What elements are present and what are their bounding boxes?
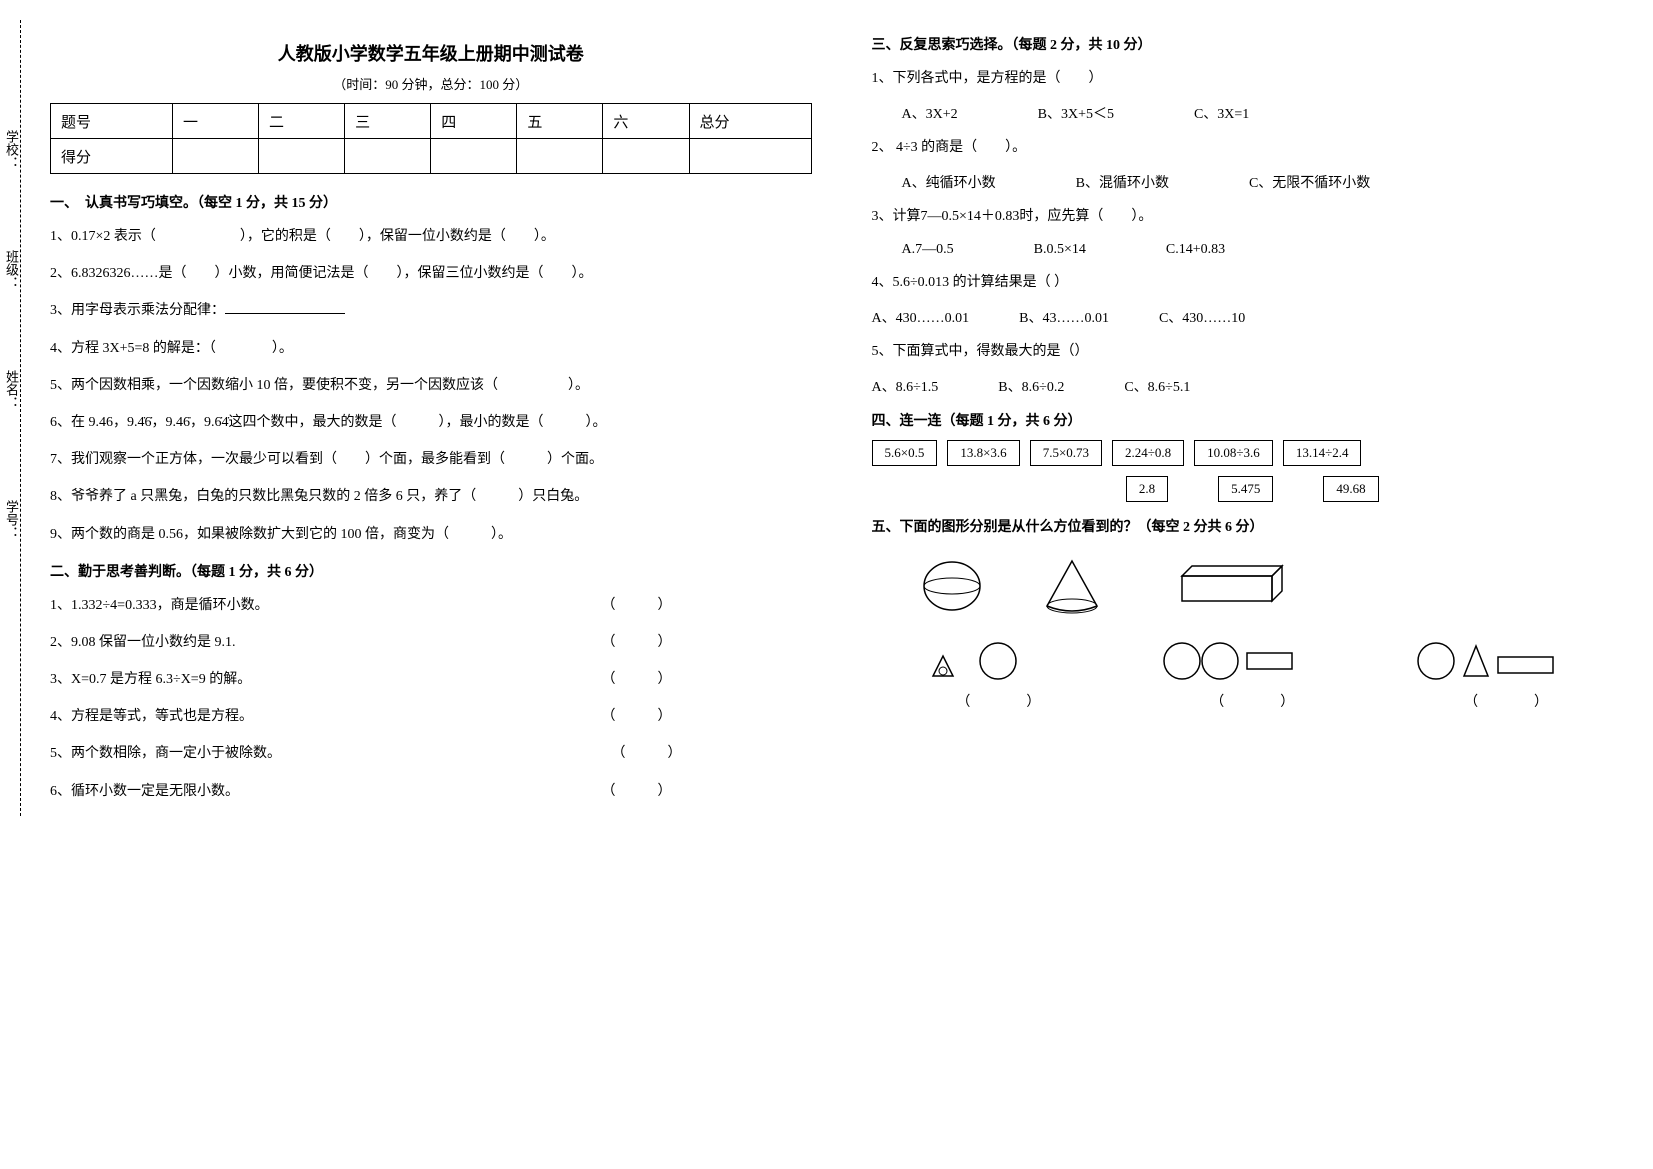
section-5-title: 五、下面的图形分别是从什么方位看到的？（每空 2 分共 6 分） [872, 516, 1634, 536]
match-top-3: 2.24÷0.8 [1112, 440, 1184, 466]
view-group-1 [928, 631, 1048, 681]
binding-name: 姓名： [2, 370, 21, 409]
s1-q1: 1、0.17×2 表示（ ），它的积是（ ），保留一位小数约是（ ）。 [50, 224, 812, 249]
s1-q8: 8、爷爷养了 a 只黑兔，白兔的只数比黑兔只数的 2 倍多 6 只，养了（ ）只… [50, 484, 812, 509]
view-group-3 [1416, 631, 1576, 681]
s1-q6: 6、在 9.46，9.4̇6̇，9.46̇，9.6̇4̇这四个数中，最大的数是（… [50, 410, 812, 435]
th-6: 六 [603, 104, 689, 139]
s1-q2: 2、6.8326326……是（ ）小数，用简便记法是（ ），保留三位小数约是（ … [50, 261, 812, 286]
s1-q4: 4、方程 3X+5=8 的解是：（ ）。 [50, 336, 812, 361]
match-bot-0: 2.8 [1126, 476, 1168, 502]
s1-q3: 3、用字母表示乘法分配律： [50, 298, 812, 323]
th-4: 四 [431, 104, 517, 139]
s3-q1a: A、3X+2 [902, 103, 958, 123]
score-table: 题号 一 二 三 四 五 六 总分 得分 [50, 103, 812, 174]
s3-q4c: C、430……10 [1159, 307, 1245, 327]
s3-q3c: C.14+0.83 [1166, 242, 1225, 258]
s3-q1: 1、下列各式中，是方程的是（ ） [872, 66, 1634, 91]
s3-q2b: B、混循环小数 [1076, 172, 1169, 192]
s1-q9: 9、两个数的商是 0.56，如果被除数扩大到它的 100 倍，商变为（ ）。 [50, 522, 812, 547]
s3-q1b: B、3X+5＜5 [1038, 103, 1114, 123]
s2-q4: 4、方程是等式，等式也是方程。（ ） [50, 704, 812, 729]
match-bot-row: 2.8 5.475 49.68 [872, 476, 1634, 502]
s3-q5b: B、8.6÷0.2 [998, 376, 1064, 396]
views-row [872, 631, 1634, 681]
shapes-3d: （ ） （ ） （ ） [872, 551, 1634, 711]
subtitle: （时间：90 分钟，总分：100 分） [50, 74, 812, 93]
match-bot-1: 5.475 [1218, 476, 1273, 502]
match-top-5: 13.14÷2.4 [1283, 440, 1362, 466]
s3-q1c: C、3X=1 [1194, 103, 1249, 123]
binding-id: 学号： [2, 500, 21, 539]
match-top-2: 7.5×0.73 [1030, 440, 1102, 466]
s3-q2a: A、纯循环小数 [902, 172, 996, 192]
view-group-2 [1162, 631, 1302, 681]
th-total: 总分 [689, 104, 811, 139]
match-top-4: 10.08÷3.6 [1194, 440, 1273, 466]
s5-blank-2: （ ） [1210, 691, 1294, 711]
th-3: 三 [345, 104, 431, 139]
s3-q4b: B、43……0.01 [1019, 307, 1109, 327]
s2-q3: 3、X=0.7 是方程 6.3÷X=9 的解。（ ） [50, 667, 812, 692]
s5-blank-3: （ ） [1464, 691, 1548, 711]
th-num: 题号 [51, 104, 173, 139]
s3-q3b: B.0.5×14 [1034, 242, 1086, 258]
solids-row [872, 551, 1352, 621]
binding-school: 学校： [2, 130, 21, 169]
s2-q1: 1、1.332÷4=0.333，商是循环小数。（ ） [50, 593, 812, 618]
s3-q2c: C、无限不循环小数 [1249, 172, 1370, 192]
s2-q5: 5、两个数相除，商一定小于被除数。（ ） [50, 741, 812, 766]
section-2-title: 二、勤于思考善判断。（每题 1 分，共 6 分） [50, 561, 812, 581]
s3-q4a: A、430……0.01 [872, 307, 970, 327]
match-top-0: 5.6×0.5 [872, 440, 938, 466]
s5-blank-1: （ ） [956, 691, 1040, 711]
s1-q7: 7、我们观察一个正方体，一次最少可以看到（ ）个面，最多能看到（ ）个面。 [50, 447, 812, 472]
s3-q5a: A、8.6÷1.5 [872, 376, 939, 396]
s3-q5c: C、8.6÷5.1 [1124, 376, 1190, 396]
s2-q2: 2、9.08 保留一位小数约是 9.1.（ ） [50, 630, 812, 655]
s1-q5: 5、两个因数相乘，一个因数缩小 10 倍，要使积不变，另一个因数应该（ ）。 [50, 373, 812, 398]
s3-q3a: A.7—0.5 [902, 242, 954, 258]
th-5: 五 [517, 104, 603, 139]
th-2: 二 [259, 104, 345, 139]
s3-q4: 4、5.6÷0.013 的计算结果是（ ） [872, 270, 1634, 295]
binding-class: 班级： [2, 250, 21, 289]
s3-q5: 5、下面算式中，得数最大的是（） [872, 339, 1634, 364]
match-top-1: 13.8×3.6 [947, 440, 1019, 466]
match-top-row: 5.6×0.5 13.8×3.6 7.5×0.73 2.24÷0.8 10.08… [872, 440, 1634, 466]
match-bot-2: 49.68 [1323, 476, 1378, 502]
s3-q3: 3、计算7—0.5×14＋0.83时，应先算（ ）。 [872, 204, 1634, 229]
s3-q2: 2、 4÷3 的商是（ ）。 [872, 135, 1634, 160]
th-1: 一 [172, 104, 258, 139]
section-3-title: 三、反复思索巧选择。（每题 2 分，共 10 分） [872, 34, 1634, 54]
section-1-title: 一、 认真书写巧填空。（每空 1 分，共 15 分） [50, 192, 812, 212]
section-4-title: 四、连一连（每题 1 分，共 6 分） [872, 410, 1634, 430]
page-title: 人教版小学数学五年级上册期中测试卷 [50, 40, 812, 66]
s2-q6: 6、循环小数一定是无限小数。（ ） [50, 779, 812, 804]
td-score: 得分 [51, 139, 173, 174]
